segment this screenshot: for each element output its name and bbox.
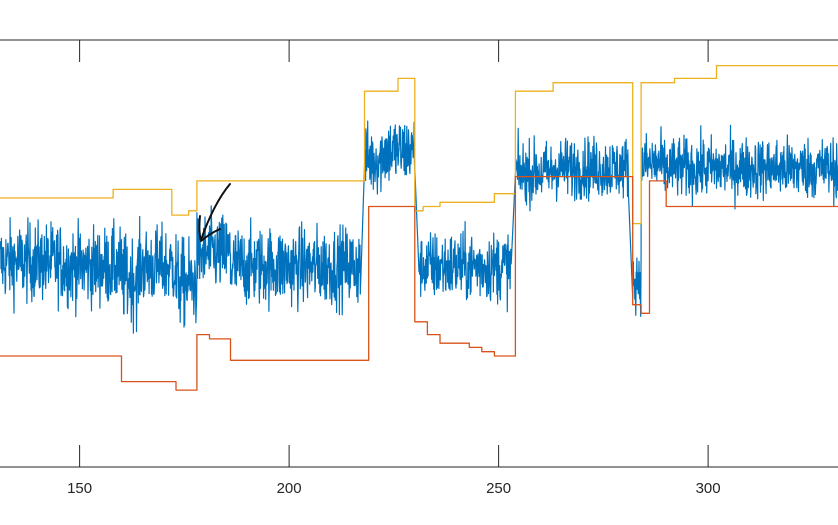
x-tick-label: 300 bbox=[696, 480, 721, 497]
signal-line bbox=[0, 120, 838, 334]
lower-bound-line bbox=[0, 175, 838, 391]
x-tick-label: 250 bbox=[486, 480, 511, 497]
axes bbox=[0, 39, 838, 468]
x-tick-label: 200 bbox=[277, 480, 302, 497]
annotation-arrow bbox=[198, 183, 231, 242]
tick-layer: 150 200 250 300 bbox=[67, 40, 721, 497]
upper-bound-line bbox=[0, 64, 838, 225]
series-layer bbox=[0, 64, 838, 391]
x-tick-label: 150 bbox=[67, 480, 92, 497]
